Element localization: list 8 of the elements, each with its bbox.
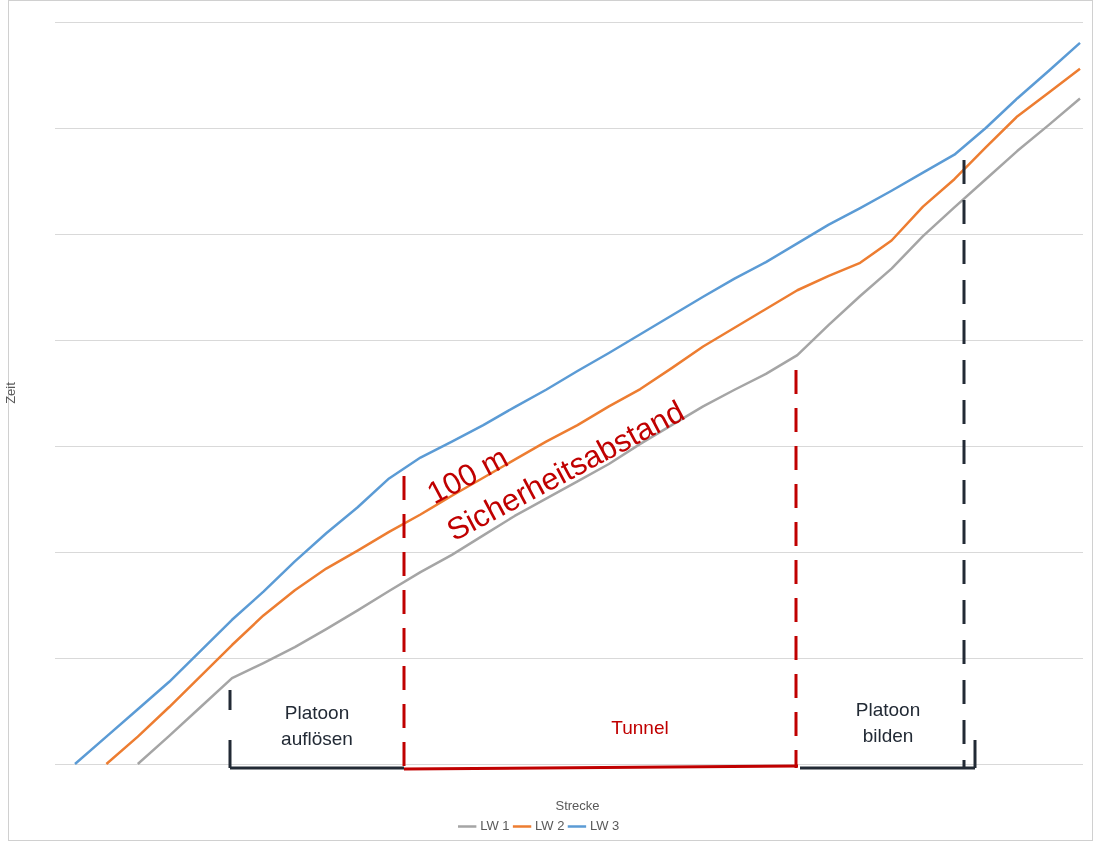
legend-label: LW 3 — [589, 818, 620, 834]
y-axis-title: Zeit — [3, 381, 19, 404]
annotation: Tunnel — [610, 716, 670, 740]
annotation: Platoon auflösen — [280, 701, 354, 751]
legend-label: LW 2 — [535, 818, 565, 834]
x-axis-title: Strecke — [555, 797, 600, 813]
legend-label: LW 1 — [480, 818, 510, 834]
annotation: Platoon bilden — [854, 698, 922, 748]
